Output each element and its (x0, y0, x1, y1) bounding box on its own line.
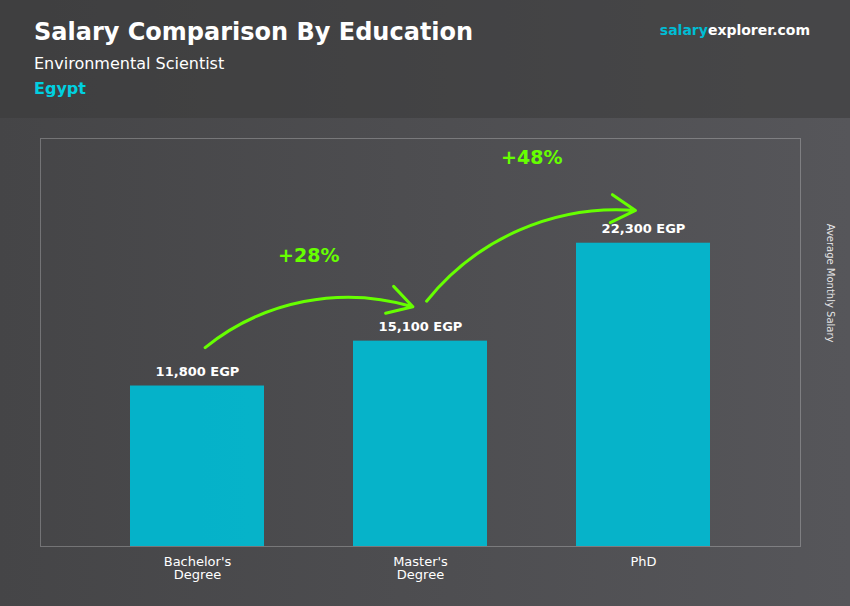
svg-text:Master'sDegree: Master'sDegree (393, 554, 448, 582)
svg-text:11,800 EGP: 11,800 EGP (156, 364, 240, 379)
svg-text:+48%: +48% (501, 146, 562, 168)
svg-text:Average Monthly Salary: Average Monthly Salary (825, 224, 836, 343)
svg-text:+28%: +28% (278, 244, 339, 266)
html-text:Salary Comparison By Education: Salary Comparison By Education (34, 18, 474, 46)
html-text:Egypt: Egypt (34, 79, 86, 98)
html-text:salary explorer.com: salary explorer.com (659, 22, 810, 38)
svg-text:22,300 EGP: 22,300 EGP (602, 221, 686, 236)
svg-text:Bachelor'sDegree: Bachelor'sDegree (164, 554, 232, 582)
svg-text:15,100 EGP: 15,100 EGP (379, 319, 463, 334)
svg-text:PhD: PhD (630, 554, 656, 569)
html-text:Environmental Scientist: Environmental Scientist (34, 54, 225, 73)
